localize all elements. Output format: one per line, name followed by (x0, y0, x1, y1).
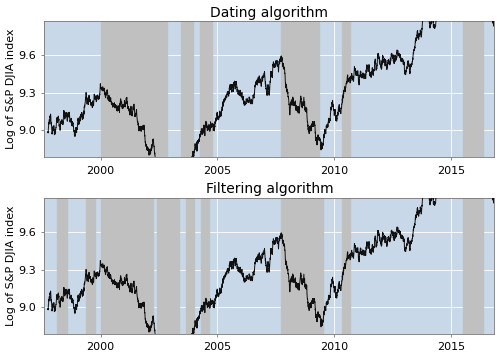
Bar (342, 198, 349, 334)
Bar (463, 198, 483, 334)
Bar (86, 198, 94, 334)
Bar (280, 198, 322, 334)
Bar (201, 198, 209, 334)
Title: Filtering algorithm: Filtering algorithm (206, 183, 333, 197)
Y-axis label: Log of S&P DJIA index: Log of S&P DJIA index (6, 205, 16, 326)
Bar (280, 21, 319, 157)
Title: Dating algorithm: Dating algorithm (210, 6, 328, 20)
Bar (58, 198, 66, 334)
Bar (342, 21, 349, 157)
Bar (100, 21, 167, 157)
Bar (181, 21, 193, 157)
Y-axis label: Log of S&P DJIA index: Log of S&P DJIA index (6, 29, 16, 149)
Bar (463, 21, 483, 157)
Bar (156, 198, 179, 334)
Bar (186, 198, 194, 334)
Bar (200, 21, 211, 157)
Bar (100, 198, 153, 334)
